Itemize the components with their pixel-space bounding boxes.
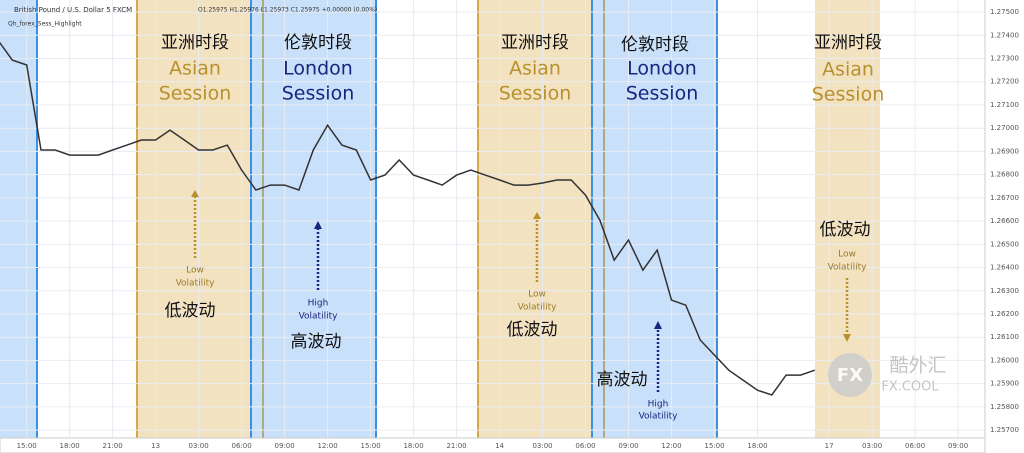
indicator: Qh_forex_Sess_Highlight <box>8 21 82 28</box>
x-tick-label: 09:00 <box>618 442 638 450</box>
session-lines <box>36 0 718 438</box>
volatility-cn: 高波动 <box>597 370 648 390</box>
session-en: London <box>283 58 353 80</box>
y-tick-label: 1.26600 <box>990 217 1019 225</box>
watermark: FX 酷外汇 FX.COOL <box>828 353 947 397</box>
arrows <box>193 196 849 392</box>
x-tick-label: 03:00 <box>532 442 552 450</box>
y-tick-label: 1.26700 <box>990 194 1019 202</box>
x-tick-label: 06:00 <box>905 442 925 450</box>
volatility-en: Low <box>838 250 856 260</box>
y-tick-label: 1.27400 <box>990 31 1019 39</box>
watermark-logo <box>828 353 872 397</box>
y-tick-label: 1.26200 <box>990 310 1019 318</box>
annotations: 亚洲时段 Asian Session 伦敦时段 London Session 亚… <box>159 33 885 422</box>
y-tick-label: 1.25700 <box>990 426 1019 434</box>
session-en: Asian <box>509 58 561 80</box>
x-tick-label: 18:00 <box>747 442 767 450</box>
x-tick-label: 15:00 <box>360 442 380 450</box>
y-tick-label: 1.27200 <box>990 78 1019 86</box>
x-tick-label: 21:00 <box>446 442 466 450</box>
y-tick-label: 1.27500 <box>990 8 1019 16</box>
london-band <box>592 0 717 438</box>
y-tick-label: 1.26500 <box>990 240 1019 248</box>
session-en: Session <box>626 83 699 105</box>
y-tick-label: 1.25900 <box>990 380 1019 388</box>
volatility-en: Volatility <box>518 303 558 313</box>
watermark-logo-text: FX <box>837 365 863 386</box>
x-tick-label: 03:00 <box>189 442 209 450</box>
session-en: Asian <box>169 58 221 80</box>
y-tick-label: 1.25800 <box>990 403 1019 411</box>
volatility-cn: 高波动 <box>291 332 342 352</box>
volatility-en: Volatility <box>176 279 216 289</box>
session-cn: 伦敦时段 <box>284 33 352 53</box>
volatility-en: Volatility <box>828 263 868 273</box>
ohlc: O1.25975 H1.25976 L1.25973 C1.25975 +0.0… <box>198 7 377 14</box>
watermark-site: FX.COOL <box>881 380 939 395</box>
london-band <box>0 0 37 438</box>
x-tick-label: 09:00 <box>948 442 968 450</box>
session-en: Session <box>499 83 572 105</box>
x-tick-label: 13 <box>151 442 160 450</box>
y-tick-label: 1.26900 <box>990 147 1019 155</box>
session-cn: 亚洲时段 <box>501 33 569 53</box>
volatility-en: High <box>308 299 329 309</box>
x-tick-label: 18:00 <box>60 442 80 450</box>
volatility-en: High <box>648 400 669 410</box>
x-tick-label: 06:00 <box>575 442 595 450</box>
session-en: London <box>627 58 697 80</box>
x-tick-label: 14 <box>495 442 504 450</box>
session-en: Asian <box>822 59 874 81</box>
x-tick-label: 12:00 <box>661 442 681 450</box>
arrow-heads <box>191 190 851 342</box>
session-cn: 伦敦时段 <box>621 35 689 55</box>
chart-title: British Pound / U.S. Dollar 5 FXCM <box>14 6 132 14</box>
volatility-en: Low <box>186 266 204 276</box>
x-tick-label: 12:00 <box>317 442 337 450</box>
x-axis <box>0 437 986 453</box>
y-tick-label: 1.27300 <box>990 55 1019 63</box>
volatility-cn: 低波动 <box>820 220 871 240</box>
volatility-en: Low <box>528 290 546 300</box>
x-tick-label: 15:00 <box>704 442 724 450</box>
session-cn: 亚洲时段 <box>814 33 882 53</box>
y-tick-label: 1.26800 <box>990 171 1019 179</box>
y-tick-label: 1.26400 <box>990 264 1019 272</box>
x-tick-label: 17 <box>825 442 834 450</box>
watermark-name: 酷外汇 <box>889 355 946 377</box>
x-tick-label: 21:00 <box>103 442 123 450</box>
session-en: Session <box>282 83 355 105</box>
y-tick-label: 1.26300 <box>990 287 1019 295</box>
session-cn: 亚洲时段 <box>161 33 229 53</box>
y-tick-label: 1.26100 <box>990 333 1019 341</box>
session-en: Session <box>812 84 885 106</box>
x-tick-label: 09:00 <box>275 442 295 450</box>
volatility-cn: 低波动 <box>507 320 558 340</box>
y-tick-label: 1.27100 <box>990 101 1019 109</box>
x-tick-label: 06:00 <box>232 442 252 450</box>
price-line <box>0 41 816 396</box>
x-tick-label: 15:00 <box>17 442 37 450</box>
volatility-en: Volatility <box>639 412 679 422</box>
y-tick-label: 1.27000 <box>990 124 1019 132</box>
session-en: Session <box>159 83 232 105</box>
volatility-cn: 低波动 <box>165 301 216 321</box>
london-band <box>251 0 376 438</box>
y-tick-label: 1.26000 <box>990 356 1019 364</box>
x-tick-label: 18:00 <box>403 442 423 450</box>
volatility-en: Volatility <box>299 312 339 322</box>
bands <box>0 0 880 438</box>
x-tick-label: 03:00 <box>862 442 882 450</box>
